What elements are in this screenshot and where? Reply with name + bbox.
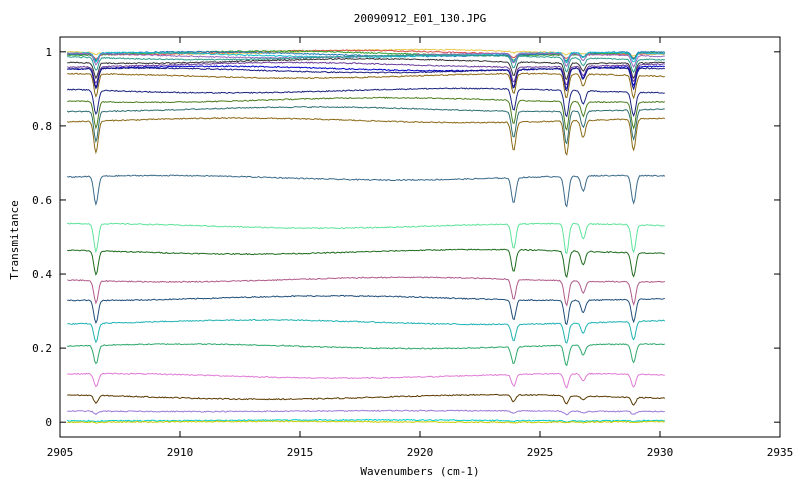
series-group bbox=[66, 48, 666, 424]
series-line bbox=[66, 87, 665, 118]
series-line bbox=[66, 418, 666, 424]
y-tick-label: 0.2 bbox=[32, 342, 52, 355]
series-line bbox=[67, 66, 666, 92]
series-line bbox=[67, 393, 666, 406]
y-axis-label: Transmitance bbox=[8, 200, 21, 279]
x-axis: 2905 2910 2915 2920 2925 2930 2935 bbox=[47, 37, 794, 459]
series-line bbox=[67, 57, 665, 80]
series-line bbox=[67, 174, 666, 208]
series-line bbox=[66, 117, 666, 156]
series-line bbox=[67, 276, 666, 307]
series-line bbox=[67, 248, 665, 278]
x-tick-label: 2920 bbox=[407, 446, 434, 459]
x-tick-label: 2935 bbox=[767, 446, 794, 459]
series-line bbox=[67, 420, 665, 424]
y-tick-label: 0 bbox=[45, 416, 52, 429]
series-line bbox=[67, 222, 665, 255]
chart-title: 20090912_E01_130.JPG bbox=[354, 12, 486, 25]
series-line bbox=[67, 96, 666, 131]
x-axis-label: Wavenumbers (cm-1) bbox=[360, 465, 479, 478]
series-line bbox=[66, 105, 665, 145]
series-line bbox=[67, 294, 665, 326]
x-tick-label: 2905 bbox=[47, 446, 74, 459]
series-line bbox=[67, 318, 666, 344]
series-line bbox=[67, 372, 665, 389]
y-tick-label: 0.4 bbox=[32, 268, 52, 281]
y-tick-label: 1 bbox=[45, 46, 52, 59]
x-tick-label: 2910 bbox=[167, 446, 194, 459]
series-line bbox=[67, 72, 665, 100]
series-line bbox=[67, 61, 666, 86]
y-tick-label: 0.8 bbox=[32, 120, 52, 133]
series-line bbox=[67, 409, 665, 416]
y-tick-label: 0.6 bbox=[32, 194, 52, 207]
y-axis: 0 0.2 0.4 0.6 0.8 1 bbox=[32, 46, 780, 429]
series-line bbox=[67, 54, 665, 74]
series-line bbox=[66, 343, 665, 367]
series-line bbox=[67, 49, 665, 60]
x-tick-label: 2930 bbox=[647, 446, 674, 459]
x-tick-label: 2915 bbox=[287, 446, 314, 459]
x-tick-label: 2925 bbox=[527, 446, 554, 459]
